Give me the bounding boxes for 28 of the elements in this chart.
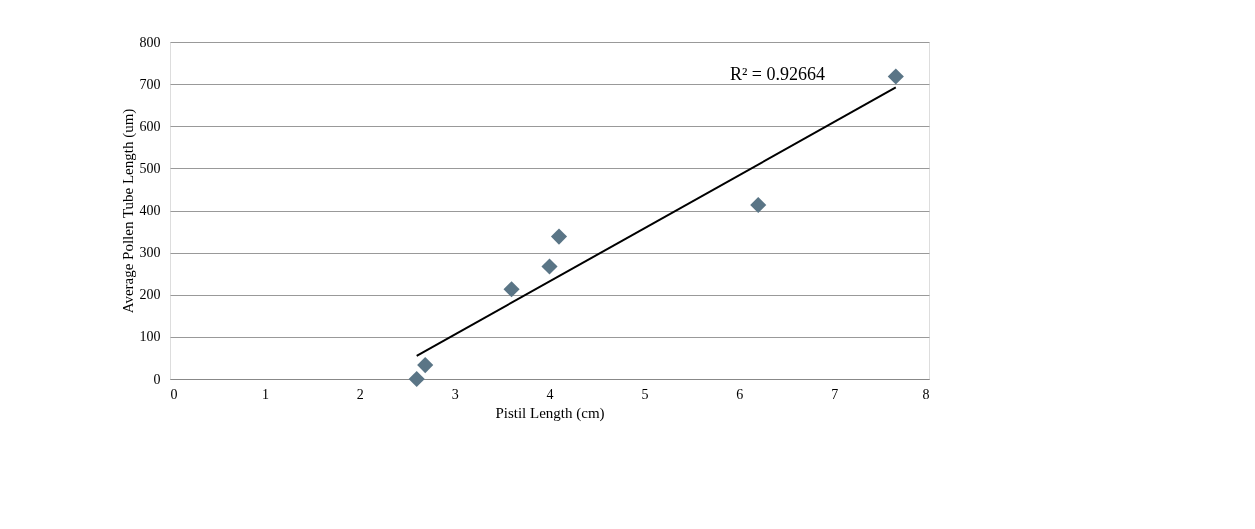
point [550,228,568,245]
y-axis-title: Average Pollen Tube Length (um) [119,108,137,314]
y-tick-label: 300 [139,245,161,261]
point [408,370,425,388]
y-tick-label: 200 [139,287,161,303]
x-tick-label: 5 [641,386,649,402]
x-tick-label: 3 [451,386,459,402]
x-tick-label: 8 [922,386,930,402]
point [750,196,767,214]
x-tick-label: 2 [356,386,364,402]
point [417,357,434,374]
x-tick-label: 7 [831,386,839,402]
x-axis-title: Pistil Length (cm) [495,404,605,422]
point [503,281,520,298]
y-tick-label: 600 [139,118,161,134]
y-tick-label: 800 [139,34,161,50]
annotation: R² = 0.92664 [729,64,825,84]
x-tick-label: 1 [261,386,269,402]
y-tick-label: 0 [153,371,161,387]
y-tick-label: 700 [139,76,161,92]
point [887,68,904,85]
y-tick-label: 100 [139,329,161,345]
y-tick-label: 400 [139,203,161,218]
point [541,258,558,275]
x-tick-label: 0 [170,386,178,402]
y-tick-label: 500 [139,160,161,176]
x-tick-label: 6 [736,386,744,402]
x-tick-label: 4 [546,386,554,402]
